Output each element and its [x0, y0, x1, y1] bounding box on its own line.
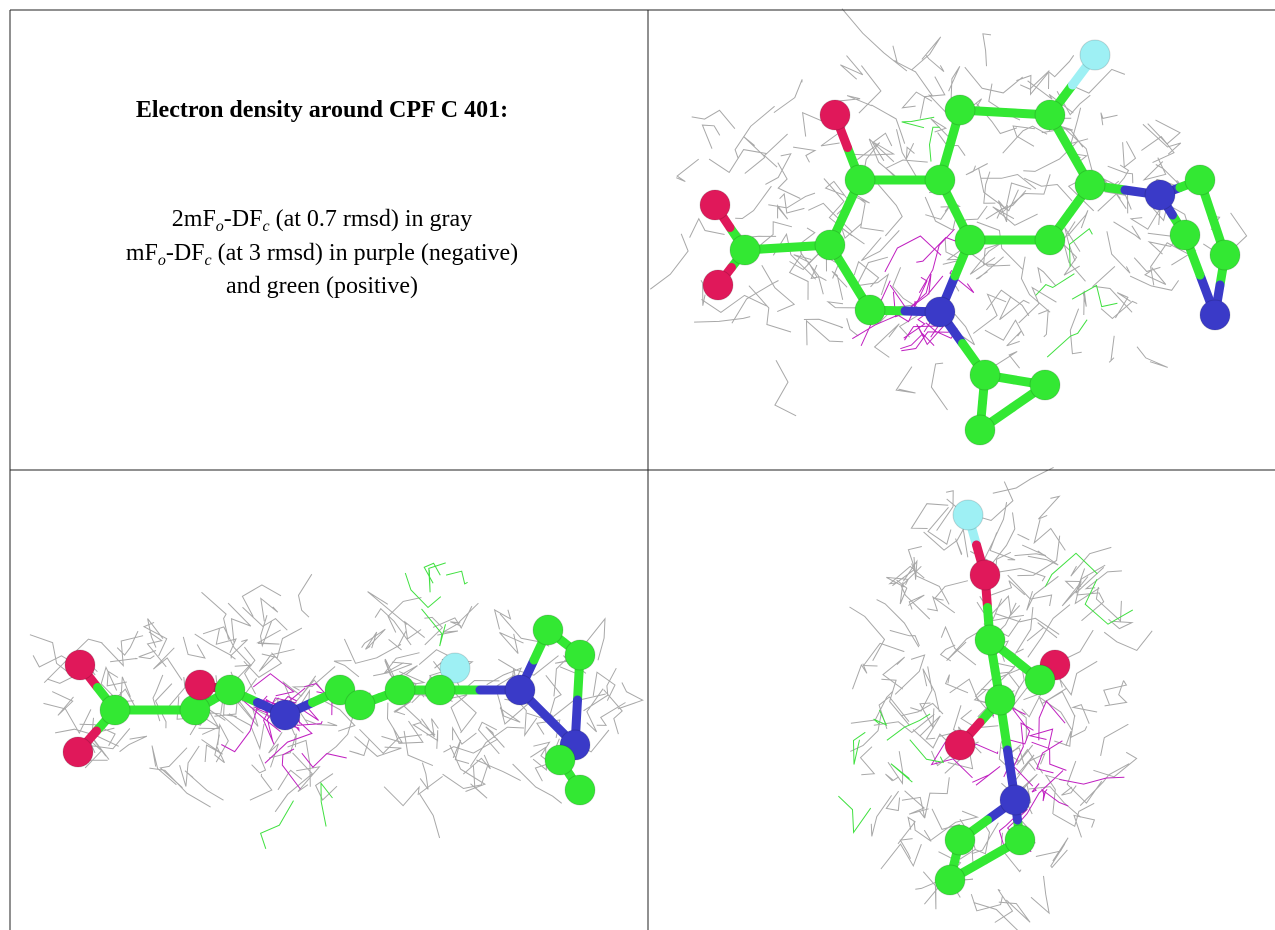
atom [965, 415, 995, 445]
atom [270, 700, 300, 730]
atom [820, 100, 850, 130]
legend-text: 2mF [172, 206, 216, 232]
legend-text: and green (positive) [226, 273, 418, 299]
atom [700, 190, 730, 220]
atom [730, 235, 760, 265]
atom [1030, 370, 1060, 400]
atom [935, 865, 965, 895]
subscript: o [158, 252, 166, 269]
atom [925, 165, 955, 195]
subscript: o [216, 218, 224, 235]
atom [1200, 300, 1230, 330]
atom [533, 615, 563, 645]
legend-text: -DF [166, 240, 205, 266]
legend-text: -DF [224, 206, 263, 232]
atom [385, 675, 415, 705]
legend-line: mFo-DFc (at 3 rmsd) in purple (negative) [126, 240, 518, 269]
atom [1210, 240, 1240, 270]
atom [970, 560, 1000, 590]
atom [845, 165, 875, 195]
atom [545, 745, 575, 775]
figure: Electron density around CPF C 401: 2mFo-… [0, 0, 1275, 930]
atom [1145, 180, 1175, 210]
legend-text: (at 0.7 rmsd) in gray [270, 206, 473, 232]
atom [185, 670, 215, 700]
atom [970, 360, 1000, 390]
atom [855, 295, 885, 325]
atom [1075, 170, 1105, 200]
atom [815, 230, 845, 260]
atom [703, 270, 733, 300]
subscript: c [262, 218, 269, 235]
atom [1170, 220, 1200, 250]
atom [945, 95, 975, 125]
atom [565, 775, 595, 805]
legend-text: (at 3 rmsd) in purple (negative) [212, 240, 519, 266]
atom [955, 225, 985, 255]
atom [565, 640, 595, 670]
atom [1000, 785, 1030, 815]
atom [925, 297, 955, 327]
atom [425, 675, 455, 705]
atom [985, 685, 1015, 715]
atom [1080, 40, 1110, 70]
page: {"header": {"title": "Electron density a… [0, 0, 1275, 930]
atom [975, 625, 1005, 655]
atom [505, 675, 535, 705]
atom [215, 675, 245, 705]
panel-title: Electron density around CPF C 401: [136, 97, 508, 123]
atom [63, 737, 93, 767]
subscript: c [205, 252, 212, 269]
atom [1025, 665, 1055, 695]
legend-line: and green (positive) [226, 273, 418, 299]
atom [65, 650, 95, 680]
atom [1005, 825, 1035, 855]
atom [1035, 100, 1065, 130]
atom [1185, 165, 1215, 195]
atom [945, 825, 975, 855]
atom [345, 690, 375, 720]
atom [100, 695, 130, 725]
atom [1035, 225, 1065, 255]
atom [953, 500, 983, 530]
atom [945, 730, 975, 760]
legend-text: mF [126, 240, 158, 266]
